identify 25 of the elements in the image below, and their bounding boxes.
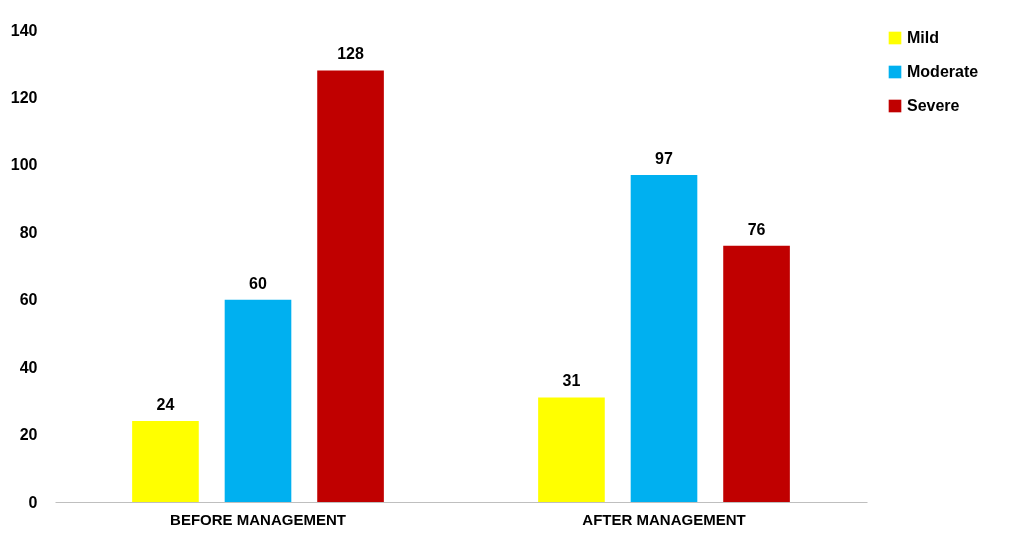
bar bbox=[630, 174, 698, 502]
bar bbox=[317, 70, 384, 502]
y-tick-label: 100 bbox=[10, 156, 38, 174]
bar bbox=[538, 397, 605, 502]
data-label: 76 bbox=[747, 220, 766, 238]
y-tick-label: 0 bbox=[28, 493, 38, 511]
bar bbox=[224, 299, 292, 502]
data-label: 97 bbox=[655, 149, 673, 167]
data-label: 31 bbox=[562, 372, 581, 390]
x-tick-label: BEFORE MANAGEMENT bbox=[170, 510, 346, 528]
bar bbox=[132, 421, 199, 502]
bar bbox=[723, 245, 790, 502]
legend-label: Moderate bbox=[907, 63, 979, 80]
y-tick-label: 80 bbox=[19, 223, 38, 241]
y-tick-label: 120 bbox=[10, 88, 38, 106]
data-label: 60 bbox=[249, 274, 267, 292]
data-label: 128 bbox=[337, 45, 364, 63]
y-tick-label: 20 bbox=[19, 426, 38, 444]
legend-label: Mild bbox=[907, 29, 939, 46]
y-tick-label: 40 bbox=[19, 358, 38, 376]
legend-label: Severe bbox=[907, 97, 960, 114]
x-tick-label: AFTER MANAGEMENT bbox=[582, 510, 746, 528]
y-tick-label: 60 bbox=[19, 291, 38, 309]
y-tick-label: 140 bbox=[10, 21, 38, 39]
data-label: 24 bbox=[156, 396, 175, 414]
